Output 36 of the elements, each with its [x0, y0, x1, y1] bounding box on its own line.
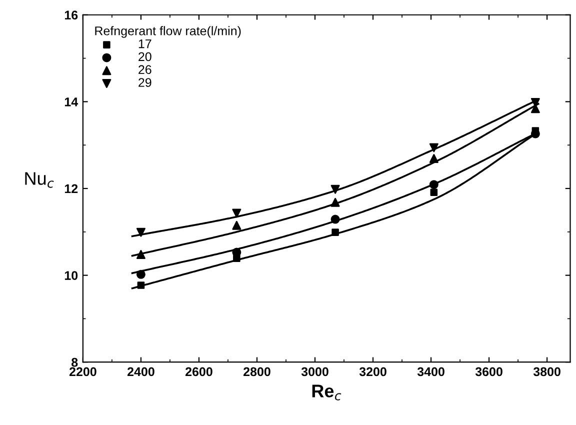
point — [233, 254, 240, 262]
point — [332, 228, 339, 236]
x-tick-label: 2400 — [127, 367, 154, 376]
point — [232, 220, 242, 230]
legend-label: 17 — [138, 39, 152, 48]
legend-label: 26 — [138, 65, 152, 74]
y-tick-label: 14 — [64, 98, 78, 106]
x-tick-label: 2200 — [69, 367, 96, 376]
point — [136, 228, 146, 237]
point — [429, 154, 438, 164]
point — [429, 180, 438, 190]
y-tick-label: 16 — [64, 10, 78, 20]
y-tick-label: 10 — [64, 271, 78, 280]
point — [429, 143, 438, 152]
legend-label: 29 — [138, 78, 152, 87]
x-tick-label: 3600 — [475, 367, 502, 376]
x-tick-label: 3200 — [359, 367, 386, 376]
y-tick-label: 8 — [72, 358, 78, 367]
x-axis-title: Re$_{c}$ — [312, 384, 342, 400]
x-tick-label: 2600 — [186, 367, 212, 376]
point — [136, 270, 146, 279]
y-tick-label: 12 — [64, 184, 78, 194]
legend-label: 20 — [138, 52, 152, 62]
x-tick-label: 3800 — [533, 367, 560, 376]
y-axis-title: Nu$_{c}$ — [25, 172, 54, 188]
point — [232, 208, 242, 218]
point — [136, 250, 146, 259]
x-tick-label: 3000 — [301, 367, 328, 376]
point — [330, 184, 340, 194]
point — [330, 214, 340, 224]
x-tick-label: 3400 — [417, 367, 444, 376]
point — [330, 198, 340, 207]
point — [430, 188, 438, 196]
x-tick-label: 2800 — [244, 367, 270, 376]
legend-title: Refngerant flow rate(l/min) — [95, 26, 241, 38]
point — [137, 282, 145, 289]
